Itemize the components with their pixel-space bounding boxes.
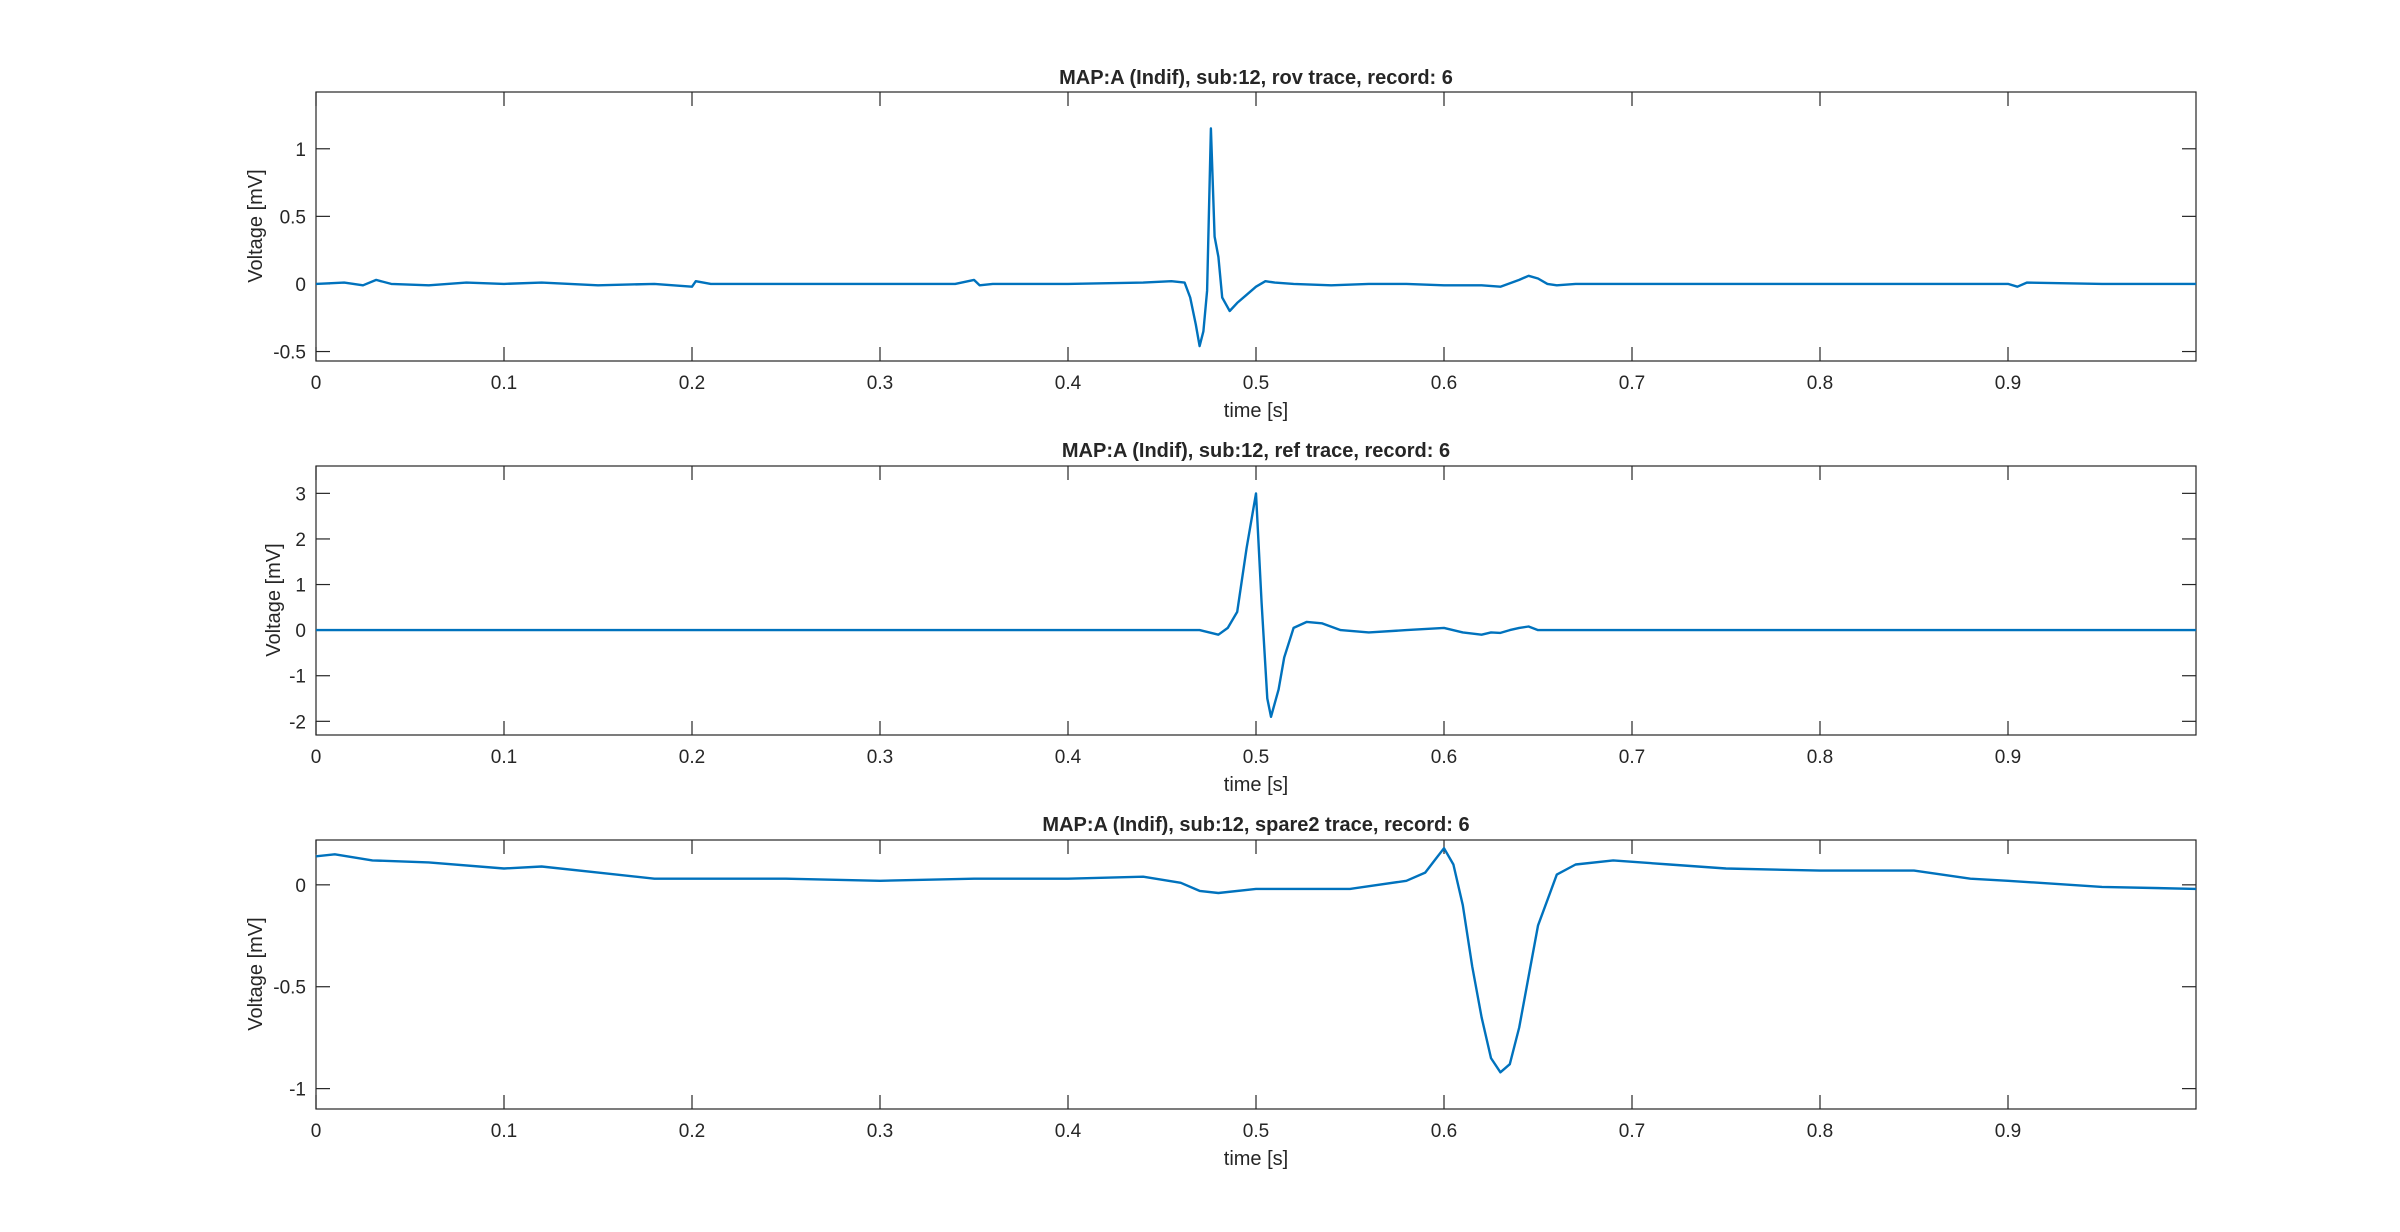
y-tick-label: 1 (295, 576, 306, 597)
x-tick-label: 0.1 (491, 373, 517, 394)
subplot-title: MAP:A (Indif), sub:12, ref trace, record… (1062, 440, 1450, 462)
subplot-title: MAP:A (Indif), sub:12, rov trace, record… (1059, 67, 1453, 89)
y-axis-label: Voltage [mV] (263, 543, 285, 656)
subplot-ref-trace: MAP:A (Indif), sub:12, ref trace, record… (263, 440, 2197, 796)
x-tick-label: 0.5 (1243, 747, 1269, 768)
x-tick-label: 0.5 (1243, 1121, 1269, 1142)
x-tick-label: 0.1 (491, 1121, 517, 1142)
x-tick-label: 0.6 (1431, 1121, 1457, 1142)
x-tick-label: 0.6 (1431, 747, 1457, 768)
x-tick-label: 0.7 (1619, 373, 1645, 394)
axes-box (315, 839, 2197, 1110)
x-tick-label: 0 (311, 1121, 322, 1142)
x-tick-label: 0.9 (1995, 373, 2021, 394)
x-tick-label: 0.9 (1995, 747, 2021, 768)
x-tick-label: 0.1 (491, 747, 517, 768)
axes-box (315, 91, 2197, 362)
y-tick-label: 1 (295, 140, 306, 161)
x-tick-label: 0.9 (1995, 1121, 2021, 1142)
x-tick-label: 0 (311, 747, 322, 768)
x-axis-label: time [s] (1224, 400, 1288, 422)
y-tick-label: -0.5 (273, 343, 306, 364)
x-tick-label: 0 (311, 373, 322, 394)
y-tick-label: -0.5 (273, 978, 306, 999)
x-tick-label: 0.2 (679, 373, 705, 394)
x-axis-label: time [s] (1224, 1148, 1288, 1170)
subplot-spare2-trace: MAP:A (Indif), sub:12, spare2 trace, rec… (245, 814, 2197, 1170)
x-tick-label: 0.8 (1807, 1121, 1833, 1142)
x-tick-label: 0.8 (1807, 747, 1833, 768)
signal-trace-line (316, 492, 2196, 718)
y-tick-label: -2 (289, 712, 306, 733)
y-tick-label: 0 (295, 876, 306, 897)
y-tick-label: -1 (289, 1080, 306, 1101)
y-tick-label: 0.5 (280, 207, 306, 228)
y-tick-label: 2 (295, 530, 306, 551)
x-tick-label: 0.2 (679, 747, 705, 768)
x-tick-label: 0.7 (1619, 747, 1645, 768)
x-tick-label: 0.5 (1243, 373, 1269, 394)
x-axis-label: time [s] (1224, 774, 1288, 796)
subplot-rov-trace: MAP:A (Indif), sub:12, rov trace, record… (245, 67, 2197, 422)
signal-trace-line (316, 847, 2196, 1074)
y-tick-label: -1 (289, 667, 306, 688)
y-tick-label: 3 (295, 484, 306, 505)
x-tick-label: 0.4 (1055, 1121, 1082, 1142)
y-tick-label: 0 (295, 275, 306, 296)
subplot-title: MAP:A (Indif), sub:12, spare2 trace, rec… (1042, 814, 1469, 836)
y-axis-label: Voltage [mV] (245, 169, 267, 282)
x-tick-label: 0.4 (1055, 747, 1082, 768)
x-tick-label: 0.2 (679, 1121, 705, 1142)
x-tick-label: 0.3 (867, 1121, 893, 1142)
x-tick-label: 0.6 (1431, 373, 1457, 394)
x-tick-label: 0.4 (1055, 373, 1082, 394)
x-tick-label: 0.3 (867, 373, 893, 394)
x-tick-label: 0.3 (867, 747, 893, 768)
x-tick-label: 0.8 (1807, 373, 1833, 394)
x-tick-label: 0.7 (1619, 1121, 1645, 1142)
y-axis-label: Voltage [mV] (245, 917, 267, 1030)
signal-trace-line (316, 127, 2196, 348)
y-tick-label: 0 (295, 621, 306, 642)
